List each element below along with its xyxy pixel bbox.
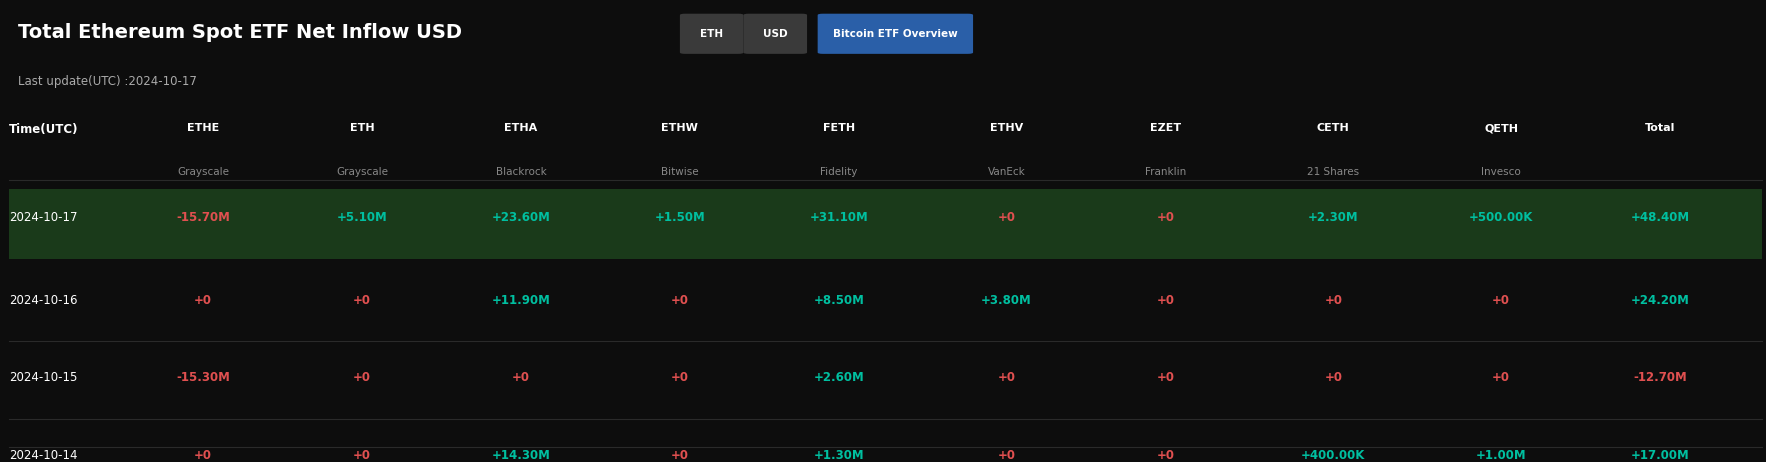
Text: +0: +0	[1157, 293, 1174, 307]
Text: +1.30M: +1.30M	[814, 449, 864, 462]
Text: +1.00M: +1.00M	[1476, 449, 1526, 462]
Text: +0: +0	[353, 293, 371, 307]
Text: +2.30M: +2.30M	[1309, 212, 1358, 225]
Text: +0: +0	[353, 371, 371, 384]
Text: +48.40M: +48.40M	[1630, 212, 1690, 225]
Text: EZET: EZET	[1150, 123, 1181, 133]
Text: +17.00M: +17.00M	[1630, 449, 1690, 462]
Text: 2024-10-15: 2024-10-15	[9, 371, 78, 384]
FancyBboxPatch shape	[9, 189, 1762, 259]
Text: Total: Total	[1644, 123, 1676, 133]
Text: +0: +0	[353, 449, 371, 462]
Text: Bitcoin ETF Overview: Bitcoin ETF Overview	[834, 29, 957, 39]
Text: +14.30M: +14.30M	[491, 449, 551, 462]
Text: +0: +0	[671, 293, 689, 307]
Text: Total Ethereum Spot ETF Net Inflow USD: Total Ethereum Spot ETF Net Inflow USD	[18, 23, 461, 42]
Text: +0: +0	[998, 212, 1015, 225]
Text: ETH: ETH	[699, 29, 724, 39]
Text: +24.20M: +24.20M	[1630, 293, 1690, 307]
Text: +2.60M: +2.60M	[814, 371, 864, 384]
FancyBboxPatch shape	[680, 14, 743, 54]
Text: +500.00K: +500.00K	[1469, 212, 1533, 225]
Text: +5.10M: +5.10M	[337, 212, 387, 225]
Text: +31.10M: +31.10M	[809, 212, 869, 225]
Text: +0: +0	[1157, 371, 1174, 384]
Text: +0: +0	[671, 371, 689, 384]
Text: +0: +0	[998, 371, 1015, 384]
Text: +0: +0	[1157, 449, 1174, 462]
Text: +11.90M: +11.90M	[491, 293, 551, 307]
Text: Grayscale: Grayscale	[177, 167, 230, 176]
Text: +0: +0	[194, 293, 212, 307]
Text: +8.50M: +8.50M	[814, 293, 864, 307]
Text: Invesco: Invesco	[1482, 167, 1521, 176]
Text: 2024-10-16: 2024-10-16	[9, 293, 78, 307]
Text: +3.80M: +3.80M	[982, 293, 1031, 307]
Text: +0: +0	[1492, 371, 1510, 384]
Text: +0: +0	[671, 449, 689, 462]
Text: ETHA: ETHA	[505, 123, 537, 133]
Text: 2024-10-17: 2024-10-17	[9, 212, 78, 225]
Text: +1.50M: +1.50M	[655, 212, 705, 225]
Text: Fidelity: Fidelity	[819, 167, 858, 176]
Text: ETHW: ETHW	[662, 123, 698, 133]
Text: +0: +0	[1492, 293, 1510, 307]
Text: ETHE: ETHE	[187, 123, 219, 133]
Text: USD: USD	[763, 29, 788, 39]
Text: Blackrock: Blackrock	[496, 167, 546, 176]
Text: Grayscale: Grayscale	[336, 167, 389, 176]
Text: 21 Shares: 21 Shares	[1307, 167, 1360, 176]
Text: -15.70M: -15.70M	[177, 212, 230, 225]
Text: -12.70M: -12.70M	[1634, 371, 1687, 384]
Text: FETH: FETH	[823, 123, 855, 133]
Text: ETHV: ETHV	[991, 123, 1023, 133]
Text: +23.60M: +23.60M	[491, 212, 551, 225]
Text: +0: +0	[1324, 371, 1342, 384]
Text: +0: +0	[998, 449, 1015, 462]
Text: -15.30M: -15.30M	[177, 371, 230, 384]
Text: QETH: QETH	[1483, 123, 1519, 133]
FancyBboxPatch shape	[743, 14, 807, 54]
Text: +0: +0	[1157, 212, 1174, 225]
Text: +0: +0	[194, 449, 212, 462]
FancyBboxPatch shape	[818, 14, 973, 54]
Text: VanEck: VanEck	[987, 167, 1026, 176]
Text: +0: +0	[512, 371, 530, 384]
Text: 2024-10-14: 2024-10-14	[9, 449, 78, 462]
Text: CETH: CETH	[1317, 123, 1349, 133]
Text: +0: +0	[1324, 293, 1342, 307]
Text: Last update(UTC) :2024-10-17: Last update(UTC) :2024-10-17	[18, 75, 196, 88]
Text: +400.00K: +400.00K	[1302, 449, 1365, 462]
Text: Time(UTC): Time(UTC)	[9, 123, 78, 136]
Text: ETH: ETH	[350, 123, 374, 133]
Text: Franklin: Franklin	[1144, 167, 1187, 176]
Text: Bitwise: Bitwise	[660, 167, 699, 176]
